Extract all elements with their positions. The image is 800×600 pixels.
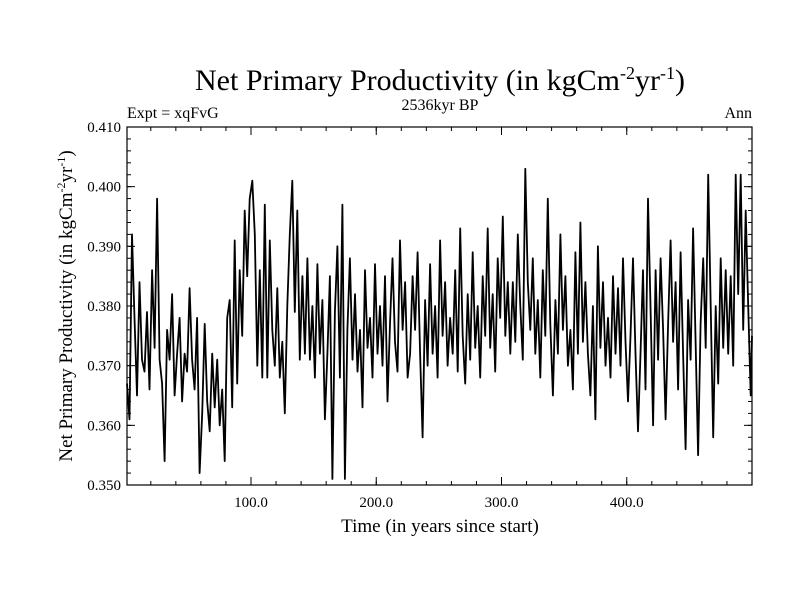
y-axis-label: Net Primary Productivity (in kgCm-2yr-1) bbox=[54, 150, 77, 461]
y-tick-label: 0.380 bbox=[87, 299, 121, 315]
chart-title: Net Primary Productivity (in kgCm-2yr-1) bbox=[195, 63, 685, 97]
y-tick-label: 0.360 bbox=[87, 418, 121, 434]
x-tick-label: 300.0 bbox=[485, 495, 519, 511]
y-tick-label: 0.400 bbox=[87, 180, 121, 196]
axis-tick-labels: 0.350 0.360 0.370 0.380 0.390 0.400 0.410 100.0… bbox=[87, 120, 643, 511]
npp-series-line bbox=[126, 167, 753, 480]
y-tick-label: 0.410 bbox=[87, 120, 121, 136]
y-tick-label: 0.390 bbox=[87, 239, 121, 255]
period-label: 2536kyr BP bbox=[402, 97, 479, 114]
x-axis-label: Time (in years since start) bbox=[341, 516, 539, 537]
y-tick-label: 0.350 bbox=[87, 478, 121, 494]
x-tick-label: 200.0 bbox=[359, 495, 393, 511]
season-label: Ann bbox=[724, 105, 752, 122]
y-tick-label: 0.370 bbox=[87, 359, 121, 375]
x-tick-label: 100.0 bbox=[234, 495, 268, 511]
x-tick-label: 400.0 bbox=[610, 495, 644, 511]
axis-ticks bbox=[127, 126, 752, 486]
experiment-label: Expt = xqFvG bbox=[127, 105, 219, 122]
